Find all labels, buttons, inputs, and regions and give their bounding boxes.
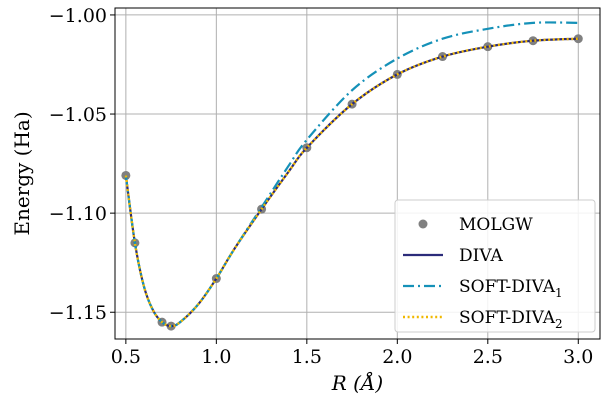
series-layer [121,21,583,331]
y-tick-label: −1.05 [49,104,107,126]
x-tick-label: 3.0 [563,346,593,368]
y-axis-label: Energy (Ha) [10,111,34,235]
grid [115,8,600,339]
legend-label-text: MOLGW [459,215,533,235]
legend-box [394,199,596,333]
legend-label-text: SOFT-DIVA [459,277,556,297]
legend-label-1: DIVA [459,246,503,266]
x-tick-label: 2.0 [382,346,412,368]
x-tick-label: 0.5 [111,346,141,368]
y-ticks: −1.15 −1.10 −1.05 −1.00 [49,5,115,324]
legend-label-0: MOLGW [459,215,533,235]
y-tick-label: −1.10 [49,203,107,225]
series-line-3 [124,37,579,328]
x-tick-label: 1.5 [292,346,322,368]
y-tick-label: −1.15 [49,302,107,324]
x-axis-label: R (Å) [331,370,383,395]
legend-marker-molgw [418,219,428,229]
legend-label-text: DIVA [459,246,503,266]
y-tick-label: −1.00 [49,5,107,27]
legend-label-3: SOFT-DIVA2 [459,308,563,331]
legend-label-subscript: 1 [555,286,563,300]
legend-label-subscript: 2 [555,317,563,331]
plot-frame [114,7,601,340]
legend-label-text: SOFT-DIVA [459,308,556,328]
series-line-2 [124,21,579,328]
x-tick-label: 2.5 [473,346,503,368]
x-tick-label: 1.0 [201,346,231,368]
x-ticks: 0.5 1.0 1.5 2.0 2.5 3.0 [111,339,593,368]
legend-label-2: SOFT-DIVA1 [459,277,563,300]
molgw-point [573,34,583,44]
